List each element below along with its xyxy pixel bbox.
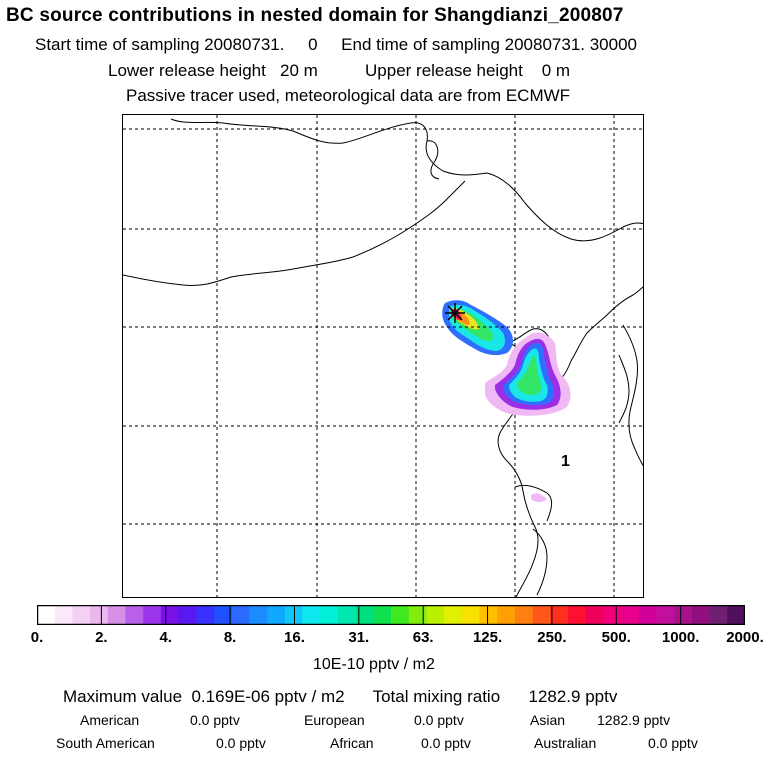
southern-coast bbox=[514, 484, 553, 522]
south-american-label: South American bbox=[56, 735, 155, 751]
colorbar-swatch bbox=[107, 605, 127, 625]
colorbar-swatch bbox=[391, 605, 410, 625]
colorbar-swatches bbox=[36, 604, 746, 626]
receptor-star-icon bbox=[445, 303, 465, 323]
european-label: European bbox=[304, 712, 365, 728]
colorbar-swatch bbox=[461, 605, 481, 625]
colorbar-tick-label: 2. bbox=[95, 629, 108, 646]
map-panel: 1 bbox=[122, 114, 644, 598]
sampling-times: Start time of sampling 20080731. 0 End t… bbox=[35, 35, 637, 54]
tracer-info: Passive tracer used, meteorological data… bbox=[126, 86, 571, 105]
african-label: African bbox=[330, 735, 374, 751]
northern-border bbox=[170, 118, 643, 242]
colorbar-tick-label: 1000. bbox=[661, 629, 700, 646]
african-value: 0.0 pptv bbox=[421, 735, 471, 751]
colorbar-unit: 10E-10 pptv / m2 bbox=[313, 656, 435, 673]
colorbar-tick-label: 125. bbox=[472, 629, 503, 646]
colorbar-swatch bbox=[249, 605, 268, 625]
plume-field bbox=[442, 300, 571, 502]
border-segment bbox=[426, 140, 440, 180]
colorbar-swatch bbox=[550, 605, 569, 625]
colorbar-swatch bbox=[37, 605, 56, 625]
colorbar-swatch bbox=[709, 605, 728, 625]
american-label: American bbox=[80, 712, 140, 728]
colorbar-tick-label: 63. bbox=[412, 629, 434, 646]
korea-coast bbox=[622, 324, 643, 467]
australian-label: Australian bbox=[534, 735, 597, 751]
peninsula-coast bbox=[570, 286, 643, 362]
colorbar bbox=[36, 604, 746, 626]
colorbar-tick-label: 16. bbox=[284, 629, 305, 646]
colorbar-swatch bbox=[54, 605, 73, 625]
colorbar-tick-label: 250. bbox=[537, 629, 567, 646]
map-canvas: 1 bbox=[123, 115, 643, 597]
colorbar-swatch bbox=[638, 605, 658, 625]
colorbar-tick-label: 4. bbox=[159, 629, 172, 646]
korea-inner bbox=[618, 354, 630, 424]
asian-value: 1282.9 pptv bbox=[597, 712, 671, 728]
colorbar-swatch bbox=[355, 605, 374, 625]
colorbar-swatch bbox=[284, 605, 304, 625]
colorbar-swatch bbox=[178, 605, 197, 625]
colorbar-swatch bbox=[90, 605, 109, 625]
colorbar-swatch bbox=[691, 605, 711, 625]
plot-title: BC source contributions in nested domain… bbox=[6, 5, 624, 26]
colorbar-swatch bbox=[479, 605, 498, 625]
region-label: 1 bbox=[561, 453, 570, 470]
colorbar-swatch bbox=[302, 605, 321, 625]
colorbar-swatch bbox=[72, 605, 91, 625]
american-value: 0.0 pptv bbox=[190, 712, 240, 728]
colorbar-swatch bbox=[337, 605, 357, 625]
colorbar-swatch bbox=[160, 605, 180, 625]
colorbar-tick-label: 31. bbox=[348, 629, 370, 646]
southern-trace bbox=[531, 493, 547, 502]
colorbar-tick-label: 500. bbox=[601, 629, 631, 646]
colorbar-swatch bbox=[497, 605, 516, 625]
colorbar-swatch bbox=[514, 605, 534, 625]
colorbar-tick-label: 0. bbox=[30, 629, 44, 646]
colorbar-tick-label: 2000. bbox=[726, 629, 764, 646]
colorbar-swatch bbox=[408, 605, 427, 625]
colorbar-swatch bbox=[125, 605, 144, 625]
colorbar-swatch bbox=[603, 605, 622, 625]
western-border bbox=[123, 180, 466, 286]
colorbar-swatch bbox=[585, 605, 604, 625]
colorbar-swatch bbox=[231, 605, 250, 625]
release-heights: Lower release height 20 m Upper release … bbox=[108, 61, 571, 80]
colorbar-swatch bbox=[196, 605, 215, 625]
colorbar-swatch bbox=[320, 605, 339, 625]
south-american-value: 0.0 pptv bbox=[216, 735, 266, 751]
east-coast-south bbox=[497, 400, 539, 597]
maximum-value: Maximum value 0.169E-06 pptv / m2 Total … bbox=[63, 687, 618, 706]
colorbar-swatch bbox=[444, 605, 463, 625]
colorbar-swatch bbox=[214, 605, 233, 625]
colorbar-swatch bbox=[674, 605, 693, 625]
colorbar-swatch bbox=[568, 605, 587, 625]
colorbar-border bbox=[36, 604, 746, 626]
asian-label: Asian bbox=[530, 712, 566, 728]
colorbar-swatch bbox=[532, 605, 551, 625]
colorbar-swatch bbox=[267, 605, 286, 625]
colorbar-tick-label: 8. bbox=[223, 629, 237, 646]
australian-value: 0.0 pptv bbox=[648, 735, 698, 751]
southern-coast-2 bbox=[532, 528, 548, 596]
colorbar-swatch bbox=[426, 605, 445, 625]
colorbar-swatch bbox=[656, 605, 675, 625]
colorbar-swatch bbox=[727, 605, 746, 625]
colorbar-swatch bbox=[373, 605, 392, 625]
graticule bbox=[123, 115, 643, 597]
colorbar-swatch bbox=[143, 605, 162, 625]
colorbar-swatch bbox=[621, 605, 640, 625]
coastlines bbox=[123, 118, 643, 597]
plume-green-core bbox=[517, 356, 542, 395]
european-value: 0.0 pptv bbox=[414, 712, 464, 728]
